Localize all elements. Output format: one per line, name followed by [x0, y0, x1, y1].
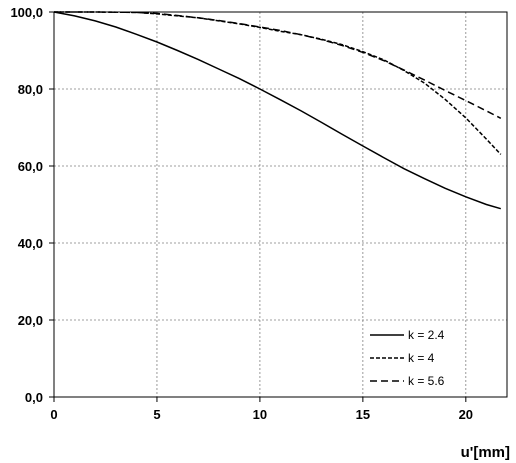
- x-tick-label: 15: [356, 407, 370, 422]
- y-tick-label: 40,0: [18, 236, 43, 251]
- x-tick-label: 20: [459, 407, 473, 422]
- y-tick-label: 60,0: [18, 159, 43, 174]
- legend-label: k = 5.6: [408, 374, 445, 388]
- series-line-2: [54, 11, 502, 155]
- y-axis-ticks: 0,0 20,0 40,0 60,0 80,0 100,0: [10, 5, 54, 405]
- x-axis-label: u'[mm]: [461, 444, 510, 461]
- y-tick-label: 80,0: [18, 82, 43, 97]
- data-series: [53, 11, 502, 210]
- plot-area-border: [53, 11, 508, 398]
- legend-label: k = 4: [408, 351, 435, 365]
- legend: k = 2.4 k = 4 k = 5.6: [370, 328, 445, 388]
- x-axis-ticks: 0 5 10 15 20: [50, 397, 473, 422]
- series-line-1: [53, 11, 502, 210]
- x-tick-label: 5: [153, 407, 160, 422]
- x-tick-label: 10: [253, 407, 267, 422]
- legend-label: k = 2.4: [408, 328, 445, 342]
- y-tick-label: 20,0: [18, 313, 43, 328]
- y-tick-label: 100,0: [10, 5, 43, 20]
- x-tick-label: 0: [50, 407, 57, 422]
- series-line-3: [54, 11, 502, 119]
- y-tick-label: 0,0: [25, 390, 43, 405]
